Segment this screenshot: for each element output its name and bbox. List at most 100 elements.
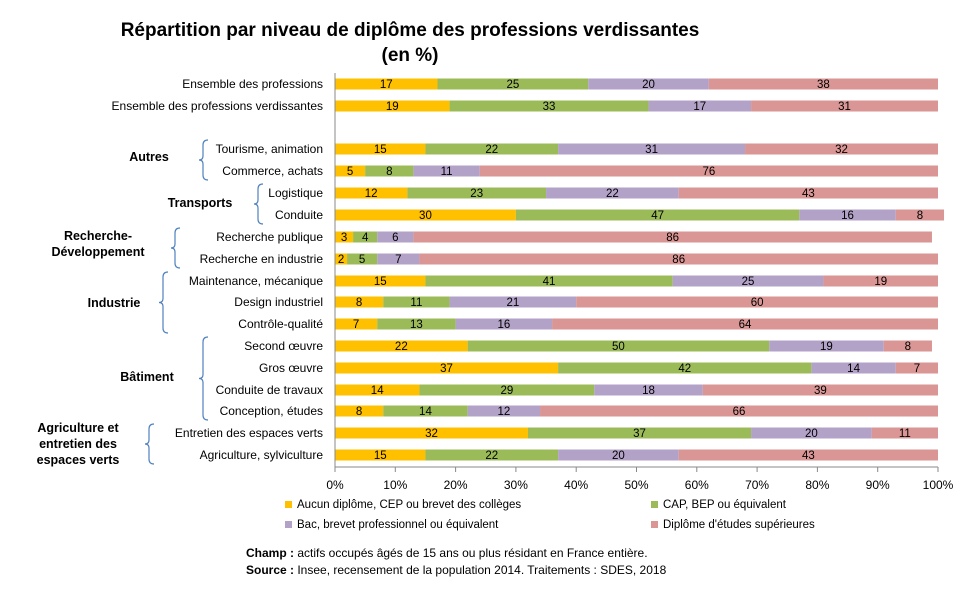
group-bracket [253, 183, 264, 225]
bar-segment [383, 296, 450, 308]
x-tick-label: 30% [504, 478, 528, 492]
data-label: 5 [359, 254, 365, 266]
bar-segment [377, 318, 456, 330]
data-label: 23 [470, 188, 483, 200]
bar-segment [648, 100, 752, 112]
champ-label: Champ : [246, 546, 294, 560]
x-tick-label: 0% [326, 478, 344, 492]
data-label: 25 [506, 79, 519, 91]
bar-segment [335, 187, 408, 199]
data-label: 6 [392, 232, 398, 244]
bar-segment [823, 275, 938, 287]
bar-segment [347, 253, 378, 265]
group-label-line: espaces verts [37, 453, 120, 467]
data-label: 22 [485, 450, 498, 462]
bar-segment [467, 405, 541, 417]
data-label: 8 [356, 406, 362, 418]
bar-segment [335, 427, 528, 439]
group-label-line: Agriculture et [37, 421, 119, 435]
chart-title-main: Répartition par niveau de diplôme des pr… [120, 20, 700, 41]
bar-segment [335, 165, 366, 177]
data-label: 20 [612, 450, 625, 462]
x-tick-label: 90% [866, 478, 890, 492]
legend-entry: CAP, BEP ou équivalent [663, 499, 787, 511]
data-label: 22 [606, 188, 619, 200]
bar-segment [335, 143, 426, 155]
category-label: Entretien des espaces verts [175, 426, 323, 440]
bar-segment [811, 362, 896, 374]
data-label: 43 [802, 450, 815, 462]
category-label: Commerce, achats [222, 164, 323, 178]
bar-segment [383, 405, 468, 417]
bar-segment [335, 296, 384, 308]
bar-segment [335, 449, 426, 461]
data-label: 20 [805, 428, 818, 440]
group-label: Agriculture et entretien des espaces verts [37, 421, 120, 467]
champ-text: actifs occupés âgés de 15 ans ou plus ré… [294, 546, 648, 560]
bar-segment [335, 231, 354, 243]
legend-entry: Diplôme d'études supérieures [663, 519, 815, 531]
group-bracket [198, 139, 209, 181]
bar-segment [678, 449, 938, 461]
bar-segment [527, 427, 752, 439]
data-label: 7 [914, 363, 920, 375]
data-label: 42 [678, 363, 691, 375]
data-label: 31 [645, 144, 658, 156]
bar-segment [335, 362, 559, 374]
bar-segment [558, 362, 812, 374]
data-label: 19 [820, 341, 833, 353]
data-label: 16 [841, 210, 854, 222]
x-tick-label: 20% [444, 478, 468, 492]
source-label: Source : [246, 563, 295, 577]
chart-title: Répartition par niveau de diplôme des pr… [0, 18, 970, 68]
data-label: 12 [365, 188, 378, 200]
category-label: Recherche publique [216, 230, 323, 244]
x-tick-label: 60% [685, 478, 709, 492]
data-label: 8 [356, 297, 362, 309]
bar-segment [335, 340, 468, 352]
data-label: 19 [386, 101, 399, 113]
bar-segment [419, 253, 938, 265]
bar-segment [540, 405, 938, 417]
data-label: 14 [847, 363, 860, 375]
data-label: 11 [410, 297, 422, 309]
bar-segment [419, 384, 595, 396]
data-label: 7 [395, 254, 401, 266]
category-label: Ensemble des professions [182, 77, 323, 91]
group-label-line: Transports [168, 196, 233, 210]
group-label: Industrie [88, 296, 141, 310]
data-label: 15 [374, 450, 387, 462]
data-label: 8 [917, 210, 923, 222]
x-tick-label: 10% [383, 478, 407, 492]
bar-segment [437, 78, 589, 90]
data-label: 15 [374, 276, 387, 288]
data-label: 2 [338, 254, 344, 266]
bar-segment [552, 318, 938, 330]
x-tick-label: 50% [624, 478, 648, 492]
footer-source: Source : Insee, recensement de la popula… [246, 562, 666, 579]
data-label: 17 [693, 101, 706, 113]
category-label: Design industriel [234, 295, 323, 309]
x-tick-label: 40% [564, 478, 588, 492]
bar-segment [751, 427, 872, 439]
data-label: 76 [702, 166, 715, 178]
category-label: Gros œuvre [259, 361, 323, 375]
category-label: Agriculture, sylviculture [200, 448, 324, 462]
data-label: 64 [739, 319, 752, 331]
data-label: 37 [440, 363, 453, 375]
bar-segment [365, 165, 414, 177]
x-tick-label: 80% [805, 478, 829, 492]
data-label: 3 [341, 232, 347, 244]
group-label-line: Développement [51, 245, 145, 259]
data-label: 8 [905, 341, 911, 353]
legend-swatch [651, 501, 658, 508]
category-label: Conception, études [220, 404, 323, 418]
bar-segment [335, 405, 384, 417]
group-bracket [144, 423, 155, 465]
data-label: 43 [802, 188, 815, 200]
bar-segment [895, 209, 945, 221]
bar-segment [594, 384, 703, 396]
group-bracket [198, 336, 209, 421]
data-label: 11 [899, 428, 911, 440]
bar-segment [546, 187, 679, 199]
